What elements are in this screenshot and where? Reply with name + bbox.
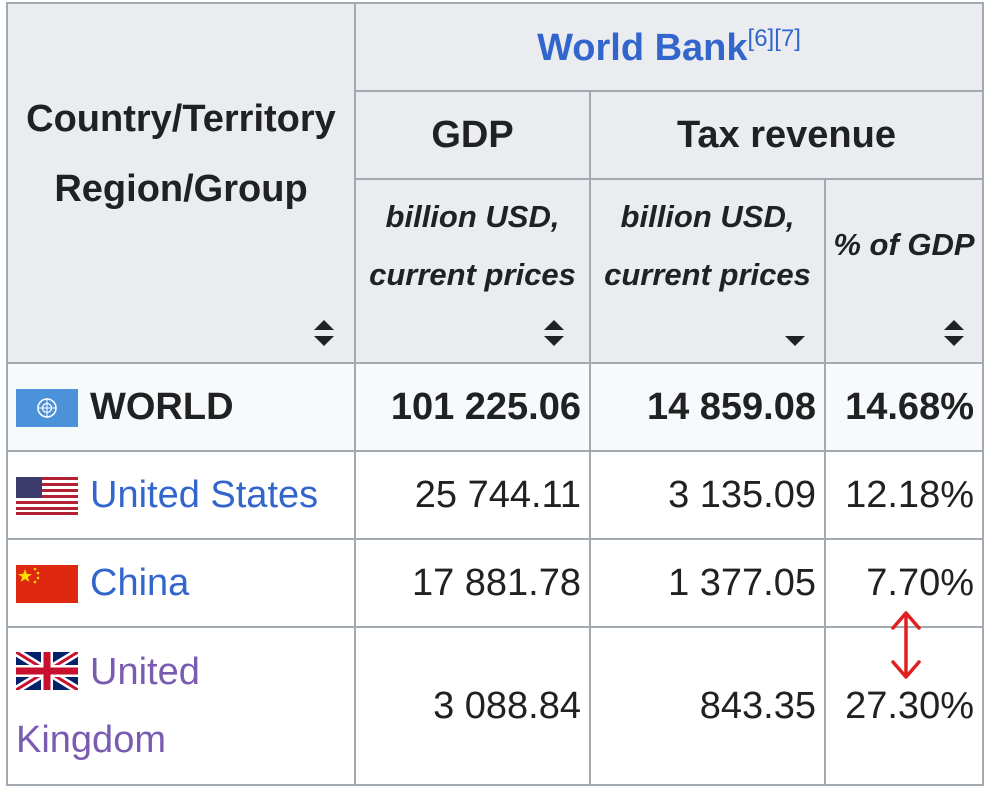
- table-row: WORLD 101 225.06 14 859.08 14.68%: [6, 362, 984, 452]
- world-bank-link[interactable]: World Bank: [537, 26, 748, 69]
- tax-cell: 3 135.09: [589, 450, 826, 540]
- pct-cell: 27.30%: [824, 626, 984, 786]
- sort-both-icon[interactable]: [314, 320, 334, 346]
- gdp-cell: 101 225.06: [354, 362, 591, 452]
- gdp-cell: 17 881.78: [354, 538, 591, 628]
- country-cell: United Kingdom: [6, 626, 356, 786]
- country-link-continued[interactable]: Kingdom: [16, 719, 166, 761]
- table-row: China 17 881.78 1 377.05 7.70%: [6, 538, 984, 628]
- country-link[interactable]: United: [90, 651, 200, 693]
- uk-flag-icon: [16, 652, 78, 690]
- tax-revenue-header: Tax revenue: [589, 90, 984, 180]
- country-link[interactable]: China: [90, 561, 190, 604]
- country-cell: WORLD: [6, 362, 356, 452]
- table-row: United Kingdom 3 088.84 843.35 27.30%: [6, 626, 984, 786]
- pct-cell: 12.18%: [824, 450, 984, 540]
- country-header-line1: Country/Territory: [26, 98, 336, 140]
- gdp-cell: 3 088.84: [354, 626, 591, 786]
- pct-cell: 14.68%: [824, 362, 984, 452]
- tax-revenue-table: Country/Territory Region/Group World Ban…: [6, 2, 984, 786]
- gdp-unit-line2: current prices: [369, 257, 576, 292]
- country-name: WORLD: [90, 385, 234, 428]
- china-flag-icon: [16, 565, 78, 604]
- tax-cell: 843.35: [589, 626, 826, 786]
- sort-both-icon[interactable]: [944, 320, 964, 346]
- sort-both-icon[interactable]: [544, 320, 564, 346]
- reference-link[interactable]: [6][7]: [747, 24, 801, 52]
- gdp-unit-line1: billion USD,: [385, 199, 560, 234]
- gdp-cell: 25 744.11: [354, 450, 591, 540]
- us-flag-icon: [16, 477, 78, 516]
- sort-descending-icon[interactable]: [785, 320, 805, 346]
- country-header-line2: Region/Group: [54, 168, 308, 210]
- gdp-unit-column-header[interactable]: billion USD, current prices: [354, 178, 591, 364]
- tax-unit-line1: billion USD,: [620, 199, 795, 234]
- pct-gdp-column-header[interactable]: % of GDP: [824, 178, 984, 364]
- country-cell: China: [6, 538, 356, 628]
- tax-cell: 14 859.08: [589, 362, 826, 452]
- table-row: United States 25 744.11 3 135.09 12.18%: [6, 450, 984, 540]
- tax-unit-column-header[interactable]: billion USD, current prices: [589, 178, 826, 364]
- double-arrow-annotation-icon: [891, 611, 921, 679]
- country-cell: United States: [6, 450, 356, 540]
- pct-gdp-label: % of GDP: [833, 227, 975, 262]
- tax-cell: 1 377.05: [589, 538, 826, 628]
- country-column-header[interactable]: Country/Territory Region/Group: [6, 2, 356, 364]
- tax-unit-line2: current prices: [604, 257, 811, 292]
- pct-cell: 7.70%: [824, 538, 984, 628]
- source-header: World Bank[6][7]: [354, 2, 984, 92]
- country-link[interactable]: United States: [90, 473, 319, 516]
- gdp-header: GDP: [354, 90, 591, 180]
- un-flag-icon: [16, 389, 78, 428]
